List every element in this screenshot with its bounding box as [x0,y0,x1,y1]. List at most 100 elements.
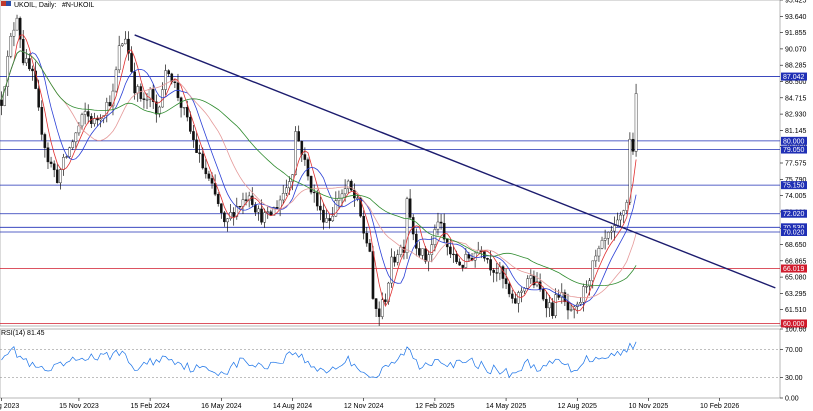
price-level-label: 60.000 [783,321,805,328]
candle [43,132,47,158]
x-tick-label: 12 Aug 2025 [558,403,597,410]
price-level-badge [781,145,807,154]
rsi-tick-label: 0.00 [785,396,799,403]
candle [585,280,588,294]
price-level-badge [781,209,807,218]
candle [266,205,270,219]
candle [436,212,440,236]
candle [108,95,112,107]
candle [260,199,263,225]
candle [325,209,328,223]
trendline[interactable] [134,34,776,289]
candle [492,268,495,283]
chart-instrument: #N-UKOIL [62,2,94,9]
price-level-badge [781,181,807,190]
x-tick-label: 15 Feb 2024 [130,403,169,410]
candle [65,155,68,159]
candle [309,175,313,195]
x-tick-label: 14 Aug 2024 [273,403,312,410]
candle [139,83,143,102]
candle [631,132,635,155]
candle [226,218,229,232]
candle [257,205,260,221]
candle [507,282,511,298]
y-tick-label: 68.650 [785,242,807,249]
y-tick-label: 65.080 [785,275,807,282]
candle [384,293,387,307]
candle [619,211,622,227]
candle [569,304,573,312]
y-tick-label: 88.285 [785,63,807,70]
candle [74,132,78,150]
candle [545,291,548,318]
candle [291,174,294,191]
candle [28,53,31,71]
candle [201,147,205,170]
candle [486,257,489,264]
candle [315,189,319,211]
candle [517,290,520,313]
chart-header: UKOIL, Daily: #N-UKOIL RSI(14) 81.45 [1,1,94,337]
candle [346,179,350,194]
x-tick-label: 16 May 2024 [201,403,242,410]
rsi-panel [0,328,781,399]
price-panel [0,0,781,327]
candle [120,42,124,47]
candle [628,132,632,205]
candle [551,298,554,319]
candle [15,14,19,31]
candle [356,194,359,202]
candle [563,289,567,306]
candle [31,65,34,81]
candle [216,192,220,207]
candle [9,32,13,59]
candle [622,209,625,224]
candle [535,272,539,288]
candle [526,275,530,291]
rsi-panel-frame [0,328,781,399]
moving-average-MA1 [1,34,637,312]
candle [117,35,121,74]
price-level-label: 70.020 [783,229,805,236]
candle [232,207,235,226]
price-level-label: 87.042 [783,74,805,81]
y-tick-label: 86.500 [785,79,807,86]
candle [529,269,533,284]
candle [449,239,452,259]
y-tick-label: 63.295 [785,291,807,298]
candle [461,264,465,272]
candle [83,102,87,125]
candle [331,206,335,222]
candle [610,225,613,240]
candle [124,31,127,45]
candle [390,248,393,288]
candle [207,170,211,181]
candle [421,248,424,260]
candle [408,189,412,220]
candle [25,49,28,67]
candle [99,114,102,128]
candle [77,121,81,136]
candle [263,208,266,228]
candle [204,159,208,179]
candle [155,94,158,123]
candle [560,283,564,304]
candle [322,202,325,230]
y-tick-label: 74.005 [785,193,807,200]
y-tick-label: 84.715 [785,95,807,102]
price-level-label: 75.150 [783,183,805,190]
candle [34,61,37,90]
candle [223,210,226,227]
candle [374,298,378,318]
price-level-label: 72.020 [783,211,805,218]
candle [59,167,62,190]
candle [142,92,146,109]
candle [452,246,455,263]
candle [40,100,44,141]
candle [594,249,598,268]
candle [80,112,84,130]
x-tick-label: 14 May 2025 [486,403,527,410]
candle [52,160,56,178]
